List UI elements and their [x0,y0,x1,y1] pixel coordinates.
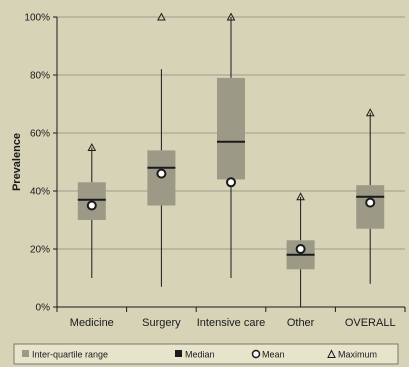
y-tick-label: 40% [30,187,50,198]
category-label: Intensive care [197,317,265,329]
axes [56,17,406,312]
maximum-marker [157,12,166,21]
box-medicine [77,142,106,278]
category-label: Surgery [142,317,181,329]
category-label: Other [287,317,315,329]
legend-label: Median [185,350,215,360]
y-tick-label: 20% [30,245,50,256]
y-tick-label: 80% [30,71,50,82]
maximum-marker [365,108,375,117]
legend-swatch-median [175,350,182,357]
legend-label: Maximum [338,350,377,360]
mean-marker [86,200,97,211]
y-tick-labels: 0% 20% 40% 60% 80% 100% [24,13,50,314]
y-tick-label: 100% [24,13,50,24]
box-surgery [147,12,176,287]
legend-label: Mean [262,350,285,360]
mean-marker [295,244,306,254]
category-label: Medicine [70,317,114,329]
box-intensive-care [217,12,245,278]
mean-marker [156,168,167,179]
legend-swatch-iqr [22,350,29,357]
maximum-marker [226,12,236,21]
mean-marker [365,197,376,208]
y-tick-label: 60% [30,129,50,140]
legend: Inter-quartile range Median Mean Maximum [13,343,399,365]
legend-swatch-mean [251,349,261,359]
mean-marker [226,177,236,188]
maximum-marker [87,142,97,151]
legend-label: Inter-quartile range [32,350,108,360]
legend-frame [13,343,399,365]
y-axis-title: Prevalence [11,133,23,191]
box-other [286,192,315,307]
y-tick-label: 0% [36,303,51,314]
iqr-box [217,77,245,180]
category-label: OVERALL [345,317,396,329]
legend-swatch-maximum [327,349,336,358]
category-labels: Medicine Surgery Intensive care Other OVERAL… [70,317,396,329]
maximum-marker [296,192,305,201]
box-overall [356,108,385,284]
box-plots [77,12,385,307]
